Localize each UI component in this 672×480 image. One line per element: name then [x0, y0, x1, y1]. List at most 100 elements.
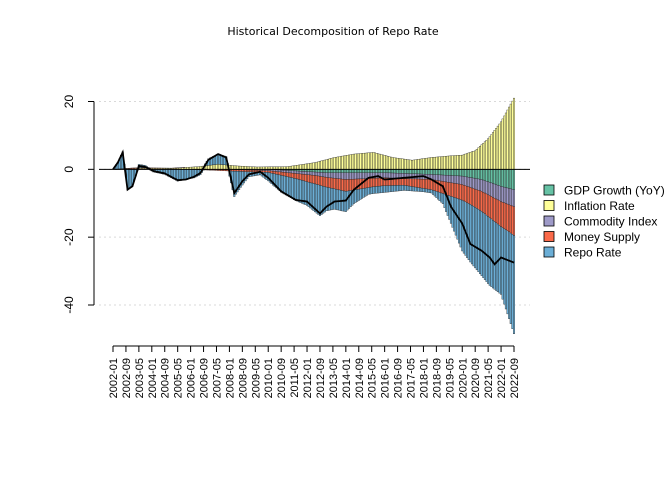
bar-segment-2	[307, 171, 310, 175]
bar-segment-2	[302, 171, 305, 175]
bar-segment-4	[470, 205, 473, 265]
bar-segment-1	[417, 159, 420, 170]
bar-segment-2	[458, 175, 461, 185]
bar-segment-2	[459, 175, 462, 185]
bar-segment-3	[508, 204, 511, 233]
bar-segment-3	[498, 200, 501, 226]
bar-segment-3	[461, 184, 464, 201]
bar-segment-0	[470, 169, 473, 178]
bar-segment-2	[309, 171, 312, 176]
bar-segment-3	[331, 177, 334, 189]
bar-segment-0	[424, 169, 427, 175]
bar-segment-0	[456, 169, 459, 177]
bar-segment-0	[349, 169, 352, 173]
bar-segment-2	[469, 177, 472, 188]
bar-segment-0	[490, 169, 493, 184]
bar-segment-0	[411, 169, 414, 174]
bar-segment-0	[417, 169, 420, 175]
bar-segment-0	[419, 169, 422, 175]
bar-segment-4	[388, 185, 391, 193]
bar-segment-1	[293, 165, 296, 170]
x-tick-label: 2005-05	[173, 358, 185, 398]
bar-segment-3	[375, 177, 378, 187]
legend-label: GDP Growth (YoY)	[564, 184, 665, 198]
bar-segment-4	[475, 208, 478, 271]
bar-segment-3	[307, 174, 310, 183]
bar-segment-2	[438, 174, 441, 182]
bar-segment-3	[296, 173, 299, 180]
bar-segment-3	[403, 178, 406, 186]
bar-segment-2	[280, 169, 283, 173]
bar-segment-0	[440, 169, 443, 176]
bar-segment-3	[236, 169, 239, 172]
bar-segment-2	[351, 172, 354, 180]
bar-segment-2	[304, 171, 307, 175]
bar-segment-4	[474, 207, 477, 269]
bar-segment-1	[207, 165, 210, 170]
bar-segment-4	[414, 186, 417, 192]
bar-segment-2	[443, 174, 446, 182]
bar-segment-2	[441, 174, 444, 182]
bar-segment-3	[504, 203, 507, 230]
bar-segment-4	[338, 189, 341, 211]
bar-segment-4	[483, 213, 486, 280]
bar-segment-2	[500, 186, 503, 202]
bar-segment-2	[322, 172, 325, 177]
bar-segment-0	[480, 169, 483, 180]
total-line-path	[112, 149, 515, 266]
bar-segment-2	[495, 184, 498, 200]
bar-segment-0	[430, 169, 433, 175]
bar-segment-1	[330, 158, 333, 170]
bar-segment-2	[483, 180, 486, 194]
bar-segment-3	[474, 188, 477, 208]
bar-segment-2	[296, 170, 299, 174]
x-tick-label: 2016-01	[380, 358, 392, 398]
bar-segment-1	[233, 165, 236, 170]
bar-segment-1	[210, 164, 213, 170]
bar-segment-4	[380, 185, 383, 193]
bar-segment-2	[394, 172, 397, 179]
bar-segment-4	[344, 191, 347, 212]
bar-segment-1	[470, 151, 473, 170]
bar-segment-0	[327, 169, 330, 173]
bar-segment-1	[391, 157, 394, 170]
bar-segment-1	[412, 159, 415, 170]
bar-segment-2	[364, 172, 367, 179]
x-tick-label: 2015-05	[367, 358, 379, 398]
bar-segment-4	[419, 187, 422, 192]
y-tick-label: -20	[62, 228, 76, 246]
bar-segment-2	[440, 174, 443, 182]
bar-segment-4	[391, 185, 394, 192]
bar-segment-3	[346, 179, 349, 192]
bar-segment-0	[362, 169, 365, 173]
bar-segment-0	[338, 169, 341, 173]
bar-segment-1	[354, 153, 357, 170]
x-tick-label: 2008-01	[224, 358, 236, 398]
x-tick-label: 2003-05	[134, 358, 146, 398]
bar-segment-1	[388, 156, 391, 170]
bar-segment-2	[356, 172, 359, 180]
x-tick-label: 2010-09	[276, 358, 288, 398]
bar-segment-2	[359, 172, 362, 180]
bar-segment-2	[382, 172, 385, 179]
bar-segment-3	[336, 178, 339, 190]
bar-segment-2	[445, 175, 448, 183]
bar-segment-1	[343, 155, 346, 170]
bar-segment-1	[291, 165, 294, 170]
bar-segment-1	[299, 164, 302, 170]
bar-segment-0	[495, 169, 498, 185]
bar-segment-0	[336, 169, 339, 173]
bar-segment-2	[503, 186, 506, 204]
bar-segment-2	[437, 174, 439, 181]
bar-segment-3	[419, 178, 422, 189]
bar-segment-1	[479, 146, 482, 170]
bar-segment-4	[288, 176, 291, 198]
bar-segment-4	[330, 187, 333, 211]
bar-segment-1	[461, 154, 464, 170]
bar-segment-0	[393, 169, 396, 174]
bar-segment-3	[289, 172, 292, 178]
bar-segment-1	[419, 158, 422, 170]
bar-segment-2	[498, 185, 501, 201]
bar-segment-3	[327, 177, 330, 188]
bar-segment-0	[357, 169, 360, 173]
